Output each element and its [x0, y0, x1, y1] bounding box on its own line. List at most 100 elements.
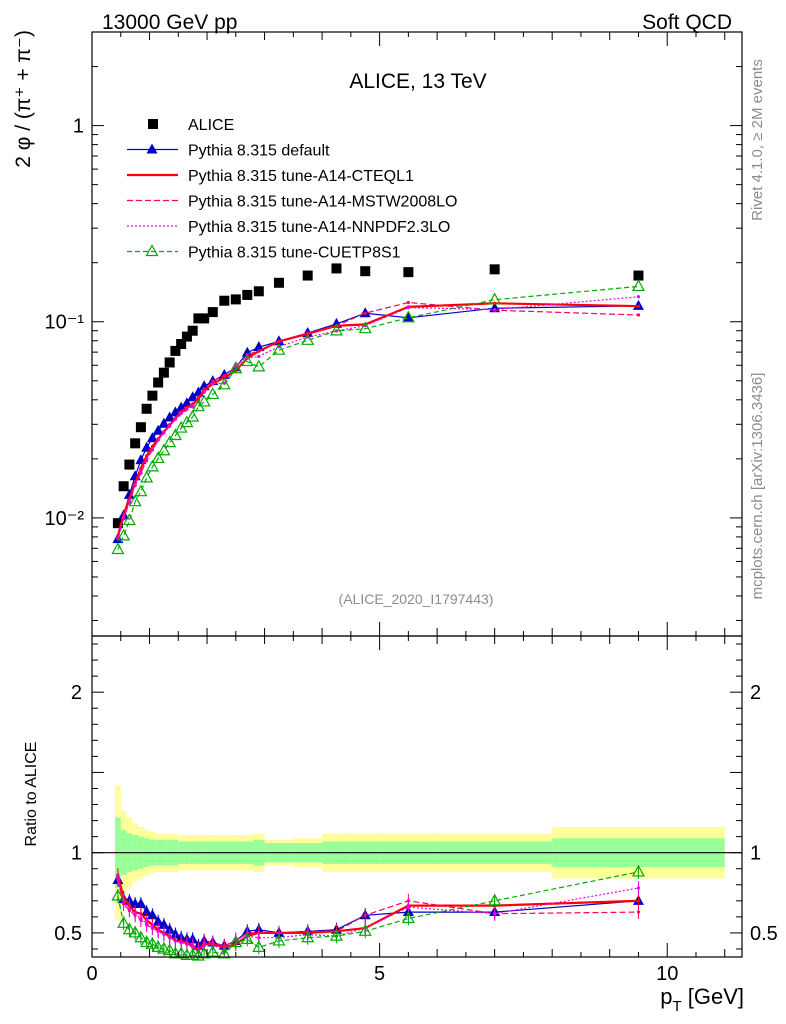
main-y-axis-label: 2 φ / (π⁺ + π⁻)	[12, 30, 35, 168]
main-point-pythia-8-315-tune-a14-nnpdf2-3lo	[202, 390, 206, 394]
ratio-point-pythia-8-315-tune-a14-nnpdf2-3lo	[179, 940, 183, 945]
main-point-alice	[141, 403, 152, 414]
main-point-pythia-8-315-default	[152, 424, 164, 435]
main-point-pythia-8-315-tune-cuetp8s1	[128, 494, 142, 507]
ratio-y-tick-label: 1	[71, 843, 82, 865]
main-point-pythia-8-315-tune-a14-nnpdf2-3lo	[185, 406, 189, 411]
main-point-alice	[331, 263, 342, 274]
ratio-point-pythia-8-315-tune-cuetp8s1	[488, 893, 502, 906]
main-point-alice	[360, 266, 371, 277]
main-point-pythia-8-315-tune-cuetp8s1	[206, 387, 220, 400]
ratio-y-tick-label-right: 2	[750, 682, 761, 704]
main-line-pythia-8-315-default	[117, 305, 639, 540]
ratio-point-pythia-8-315-tune-cuetp8s1	[117, 916, 131, 928]
main-point-pythia-8-315-tune-cuetp8s1	[252, 359, 266, 372]
ratio-point-pythia-8-315-tune-a14-nnpdf2-3lo	[185, 942, 189, 946]
main-point-pythia-8-315-tune-cuetp8s1	[401, 310, 415, 323]
ratio-point-pythia-8-315-tune-a14-mstw2008lo	[636, 910, 641, 914]
ratio-point-pythia-8-315-tune-a14-nnpdf2-3lo	[257, 936, 261, 940]
main-point-pythia-8-315-default	[402, 311, 414, 322]
axes-frame-layer: 10⁻² 10⁻¹ 1 0.5 0.5 1 1 2 2 0 5 10	[45, 31, 778, 985]
ratio-point-pythia-8-315-tune-a14-nnpdf2-3lo	[127, 907, 131, 911]
main-point-pythia-8-315-tune-a14-mstw2008lo	[202, 387, 206, 391]
main-point-alice	[176, 339, 187, 350]
legend-entry-pythia-8-315-tune-cuetp8s1: Pythia 8.315 tune-CUETP8S1	[127, 244, 401, 262]
mcplots-reference-label: mcplots.cern.ch [arXiv:1306.3436]	[749, 373, 766, 600]
ratio-point-pythia-8-315-tune-a14-nnpdf2-3lo	[162, 932, 166, 937]
ratio-y-axis-label: Ratio to ALICE	[23, 742, 40, 847]
main-point-pythia-8-315-tune-cuetp8s1	[157, 443, 171, 456]
main-point-pythia-8-315-tune-a14-mstw2008lo	[222, 373, 226, 378]
ratio-point-pythia-8-315-tune-cuetp8s1	[631, 864, 645, 877]
legend-label-alice: ALICE	[188, 117, 234, 134]
ratio-point-pythia-8-315-default	[146, 909, 158, 920]
main-point-alice	[253, 286, 264, 297]
main-point-pythia-8-315-tune-cuetp8s1	[301, 333, 315, 345]
main-point-alice	[124, 459, 135, 470]
legend-entry-alice: ALICE	[148, 117, 234, 134]
main-point-alice	[242, 289, 253, 300]
ratio-point-pythia-8-315-tune-cuetp8s1	[134, 930, 148, 943]
ratio-point-pythia-8-315-tune-cuetp8s1	[358, 924, 372, 936]
main-point-pythia-8-315-tune-cuetp8s1	[145, 459, 159, 472]
main-point-alice	[489, 264, 500, 275]
ratio-point-pythia-8-315-tune-a14-cteql1	[636, 899, 641, 903]
main-point-pythia-8-315-tune-cuetp8s1	[229, 361, 243, 374]
main-point-pythia-8-315-tune-a14-mstw2008lo	[636, 313, 641, 317]
main-point-pythia-8-315-tune-cuetp8s1	[140, 470, 154, 483]
ratio-point-pythia-8-315-tune-a14-nnpdf2-3lo	[202, 944, 206, 948]
ratio-point-pythia-8-315-tune-cuetp8s1	[111, 888, 125, 901]
ratio-point-pythia-8-315-default	[187, 933, 199, 944]
main-point-alice	[273, 277, 284, 288]
main-point-pythia-8-315-tune-a14-nnpdf2-3lo	[406, 305, 410, 310]
ratio-point-pythia-8-315-tune-cuetp8s1	[217, 946, 231, 959]
main-point-alice	[158, 367, 169, 378]
main-point-alice	[118, 481, 129, 492]
main-point-pythia-8-315-tune-cuetp8s1	[180, 415, 194, 428]
ratio-point-pythia-8-315-tune-cuetp8s1	[301, 930, 315, 943]
main-point-alice	[181, 331, 192, 342]
main-point-pythia-8-315-tune-a14-mstw2008lo	[363, 311, 367, 315]
main-point-alice	[207, 307, 218, 318]
header-category-label: Soft QCD	[642, 11, 732, 34]
main-point-alice	[170, 345, 181, 356]
main-point-pythia-8-315-tune-a14-nnpdf2-3lo	[139, 470, 143, 474]
ratio-point-pythia-8-315-tune-a14-nnpdf2-3lo	[145, 921, 149, 925]
ratio-point-pythia-8-315-tune-a14-nnpdf2-3lo	[173, 939, 178, 943]
ratio-y-tick-label-right: 1	[750, 843, 761, 865]
legend-label-pythia-8-315-tune-a14-mstw2008lo: Pythia 8.315 tune-A14-MSTW2008LO	[188, 194, 457, 211]
main-point-alice	[199, 313, 210, 324]
main-point-pythia-8-315-tune-cuetp8s1	[488, 292, 502, 305]
ratio-point-pythia-8-315-tune-a14-nnpdf2-3lo	[133, 912, 137, 916]
main-point-alice	[164, 357, 175, 368]
main-point-pythia-8-315-tune-a14-mstw2008lo	[257, 349, 261, 353]
main-point-pythia-8-315-tune-a14-nnpdf2-3lo	[257, 354, 261, 359]
main-point-pythia-8-315-tune-cuetp8s1	[272, 342, 286, 355]
main-point-pythia-8-315-tune-a14-nnpdf2-3lo	[173, 417, 178, 421]
main-point-pythia-8-315-tune-a14-nnpdf2-3lo	[168, 424, 172, 428]
ratio-point-pythia-8-315-tune-a14-nnpdf2-3lo	[168, 936, 172, 940]
main-point-alice	[147, 390, 158, 401]
main-point-pythia-8-315-tune-cuetp8s1	[111, 542, 125, 555]
plot-title: ALICE, 13 TeV	[349, 70, 486, 93]
ratio-point-pythia-8-315-tune-a14-nnpdf2-3lo	[191, 945, 195, 949]
ratio-point-pythia-8-315-tune-a14-nnpdf2-3lo	[116, 876, 120, 880]
ratio-point-pythia-8-315-tune-cuetp8s1	[329, 928, 343, 941]
main-point-pythia-8-315-default	[164, 411, 176, 422]
legend-label-pythia-8-315-tune-cuetp8s1: Pythia 8.315 tune-CUETP8S1	[188, 245, 401, 262]
main-point-pythia-8-315-tune-a14-mstw2008lo	[196, 395, 201, 399]
main-point-pythia-8-315-tune-a14-nnpdf2-3lo	[145, 457, 149, 461]
rivet-version-label: Rivet 4.1.0, ≥ 2M events	[749, 59, 766, 221]
ratio-point-pythia-8-315-tune-a14-nnpdf2-3lo	[211, 942, 215, 946]
main-point-pythia-8-315-tune-cuetp8s1	[151, 451, 165, 464]
main-point-pythia-8-315-tune-a14-cteql1	[636, 304, 641, 308]
main-point-pythia-8-315-tune-a14-nnpdf2-3lo	[179, 411, 183, 415]
main-point-alice	[633, 270, 644, 281]
legend-marker-pythia-8-315-default	[146, 143, 158, 154]
ratio-point-pythia-8-315-tune-a14-nnpdf2-3lo	[636, 886, 641, 890]
main-point-pythia-8-315-tune-a14-nnpdf2-3lo	[133, 482, 137, 487]
x-tick-label: 10	[656, 963, 678, 985]
ratio-point-pythia-8-315-default	[141, 906, 153, 917]
main-point-pythia-8-315-tune-cuetp8s1	[186, 409, 200, 422]
ratio-line-pythia-8-315-tune-a14-mstw2008lo	[117, 879, 639, 950]
